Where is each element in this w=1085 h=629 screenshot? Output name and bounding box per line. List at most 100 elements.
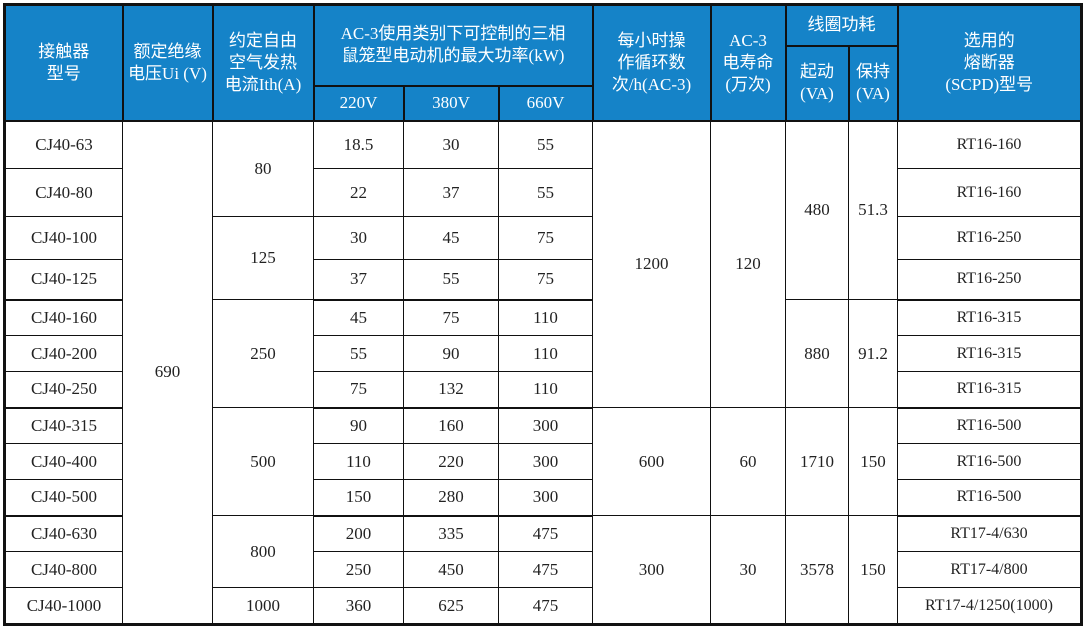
cell-power-380v: 335: [403, 515, 499, 552]
cell-model: CJ40-160: [4, 299, 123, 336]
header-contactor-model: 接触器 型号: [3, 3, 124, 122]
cell-power-660v: 55: [498, 168, 593, 217]
cell-power-220v: 110: [313, 443, 404, 480]
cell-power-660v: 110: [498, 371, 593, 409]
header-text-line: 电流Ith(A): [224, 74, 302, 94]
cell-power-220v: 37: [313, 259, 404, 301]
cell-pickup-va: 880: [785, 299, 849, 408]
header-text-line: 型号: [46, 63, 81, 83]
table-header: 接触器 型号 额定绝缘 电压Ui (V) 约定自由 空气发热 电流Ith(A) …: [3, 3, 1083, 122]
cell-ith: 80: [212, 120, 314, 217]
header-fuse-type: 选用的 熔断器 (SCPD)型号: [896, 3, 1083, 122]
cell-power-660v: 110: [498, 335, 593, 372]
cell-power-380v: 450: [403, 551, 499, 588]
cell-hold-va: 150: [848, 515, 898, 625]
cell-model: CJ40-125: [4, 259, 123, 301]
table-row: CJ40-1000 1000 360 625 475 RT17-4/1250(1…: [4, 587, 1082, 625]
cell-fuse: RT16-160: [897, 120, 1082, 169]
header-row-1: 接触器 型号 额定绝缘 电压Ui (V) 约定自由 空气发热 电流Ith(A) …: [3, 3, 1083, 122]
cell-ith: 800: [212, 515, 314, 588]
table-row: CJ40-63 690 80 18.5 30 55 1200 120 480 5…: [4, 120, 1082, 625]
cell-model: CJ40-630: [4, 515, 123, 552]
cell-fuse: RT17-4/1250(1000): [897, 587, 1082, 625]
cell-power-660v: 75: [498, 216, 593, 260]
cell-pickup-va: 1710: [785, 407, 849, 516]
header-pickup-va: 起动 (VA): [784, 44, 850, 122]
header-380v: 380V: [402, 84, 500, 122]
cell-pickup-va: 3578: [785, 515, 849, 625]
cell-power-380v: 132: [403, 371, 499, 409]
cell-model: CJ40-500: [4, 479, 123, 517]
cell-model: CJ40-63: [4, 120, 123, 169]
cell-cycles: 600: [592, 407, 711, 516]
cell-fuse: RT17-4/630: [897, 515, 1082, 552]
cell-fuse: RT17-4/800: [897, 551, 1082, 588]
header-ac3-max-power: AC-3使用类别下可控制的三相 鼠笼型电动机的最大功率(kW): [312, 3, 594, 87]
cell-power-220v: 22: [313, 168, 404, 217]
table-row: CJ40-630 800 200 335 475 300 30 3578 150…: [4, 515, 1082, 625]
cell-power-220v: 18.5: [313, 120, 404, 169]
cell-power-220v: 250: [313, 551, 404, 588]
header-electrical-life: AC-3 电寿命 (万次): [709, 3, 787, 122]
cell-hold-va: 150: [848, 407, 898, 516]
header-text-line: 电压Ui (V): [128, 63, 207, 83]
cell-power-220v: 30: [313, 216, 404, 260]
cell-power-220v: 55: [313, 335, 404, 372]
cell-pickup-va: 480: [785, 120, 849, 300]
header-text-line: 线圈功耗: [807, 15, 876, 35]
cell-power-660v: 475: [498, 587, 593, 625]
cell-life: 30: [710, 515, 786, 625]
header-hold-va: 保持 (VA): [847, 44, 899, 122]
table-row: CJ40-160 250 45 75 110 880 91.2 RT16-315: [4, 299, 1082, 408]
header-text-line: 电寿命: [722, 52, 774, 72]
cell-ith: 125: [212, 216, 314, 300]
header-text-line: 保持: [856, 61, 890, 81]
header-text-line: 选用的: [963, 30, 1015, 50]
cell-power-660v: 300: [498, 443, 593, 480]
cell-fuse: RT16-250: [897, 259, 1082, 301]
cell-hold-va: 51.3: [848, 120, 898, 300]
cell-power-220v: 90: [313, 407, 404, 444]
cell-model: CJ40-315: [4, 407, 123, 444]
cell-ith: 250: [212, 299, 314, 408]
cell-power-660v: 110: [498, 299, 593, 336]
cell-power-660v: 75: [498, 259, 593, 301]
cell-cycles: 300: [592, 515, 711, 625]
header-text-line: 鼠笼型电动机的最大功率(kW): [341, 46, 565, 66]
header-row-3: 220V 380V 660V: [5, 84, 1082, 122]
cell-model: CJ40-100: [4, 216, 123, 260]
header-660v: 660V: [497, 84, 594, 122]
cell-life: 120: [710, 120, 786, 408]
cell-ith: 1000: [212, 587, 314, 625]
cell-fuse: RT16-160: [897, 168, 1082, 217]
cell-fuse: RT16-315: [897, 299, 1082, 336]
cell-cycles: 1200: [592, 120, 711, 408]
cell-fuse: RT16-250: [897, 216, 1082, 260]
table-row: CJ40-80 22 37 55 RT16-160: [4, 168, 1082, 217]
header-text-line: 额定绝缘: [133, 41, 202, 61]
table-row: CJ40-125 37 55 75 RT16-250: [4, 259, 1082, 301]
header-coil-power: 线圈功耗: [784, 3, 899, 47]
cell-power-220v: 150: [313, 479, 404, 517]
cell-model: CJ40-1000: [4, 587, 123, 625]
header-text-line: 起动: [800, 61, 834, 81]
cell-power-380v: 55: [403, 259, 499, 301]
table-body: CJ40-63 690 80 18.5 30 55 1200 120 480 5…: [4, 120, 1082, 625]
header-text-line: 作循环数: [617, 52, 686, 72]
cell-power-660v: 475: [498, 515, 593, 552]
cell-model: CJ40-250: [4, 371, 123, 409]
cell-model: CJ40-200: [4, 335, 123, 372]
cell-power-380v: 37: [403, 168, 499, 217]
cell-hold-va: 91.2: [848, 299, 898, 408]
cell-power-220v: 360: [313, 587, 404, 625]
header-text-line: 空气发热: [229, 52, 297, 72]
cell-model: CJ40-80: [4, 168, 123, 217]
table-row: CJ40-800 250 450 475 RT17-4/800: [4, 551, 1082, 588]
cell-fuse: RT16-500: [897, 443, 1082, 480]
header-text-line: (VA): [856, 84, 890, 103]
header-operating-cycles: 每小时操 作循环数 次/h(AC-3): [591, 3, 712, 122]
cell-power-380v: 220: [403, 443, 499, 480]
contactor-spec-table: 接触器 型号 额定绝缘 电压Ui (V) 约定自由 空气发热 电流Ith(A) …: [3, 3, 1083, 626]
cell-power-220v: 75: [313, 371, 404, 409]
